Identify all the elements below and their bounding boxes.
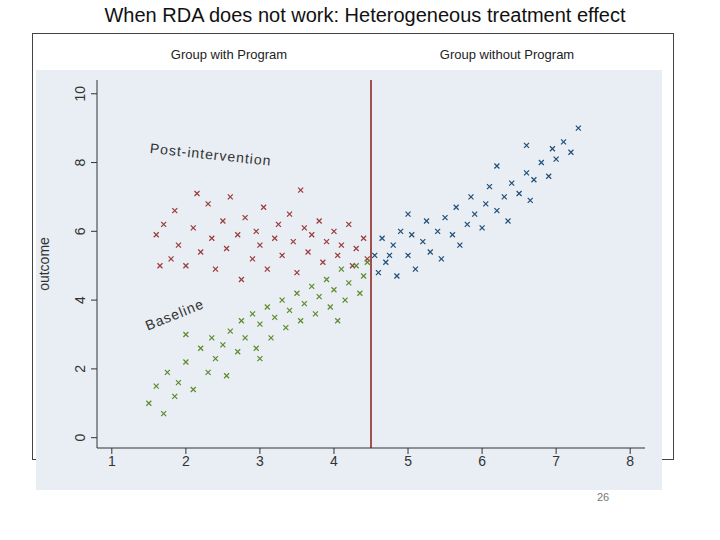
html-text:Group without Program: Group without Program bbox=[439, 47, 575, 62]
svg-text:6: 6 bbox=[72, 227, 88, 235]
html-text:Group with Program: Group with Program bbox=[170, 47, 288, 62]
svg-text:1: 1 bbox=[108, 453, 116, 469]
svg-text:4: 4 bbox=[330, 453, 338, 469]
svg-text:3: 3 bbox=[256, 453, 264, 469]
html-text:Post-intervention: Post-intervention bbox=[149, 140, 273, 169]
svg-text:0: 0 bbox=[72, 434, 88, 442]
svg-text:outcome: outcome bbox=[36, 237, 52, 291]
svg-text:7: 7 bbox=[552, 453, 560, 469]
svg-text:5: 5 bbox=[404, 453, 412, 469]
html-text:When RDA does not work: Hetero: When RDA does not work: Heterogeneous tr… bbox=[104, 4, 626, 26]
svg-text:2: 2 bbox=[182, 453, 190, 469]
svg-text:4: 4 bbox=[72, 296, 88, 304]
svg-text:8: 8 bbox=[72, 158, 88, 166]
svg-text:8: 8 bbox=[626, 453, 634, 469]
html-text:Baseline: Baseline bbox=[143, 295, 207, 334]
html-text:26: 26 bbox=[596, 491, 610, 503]
svg-text:10: 10 bbox=[72, 86, 88, 102]
svg-text:6: 6 bbox=[478, 453, 486, 469]
svg-text:2: 2 bbox=[72, 365, 88, 373]
